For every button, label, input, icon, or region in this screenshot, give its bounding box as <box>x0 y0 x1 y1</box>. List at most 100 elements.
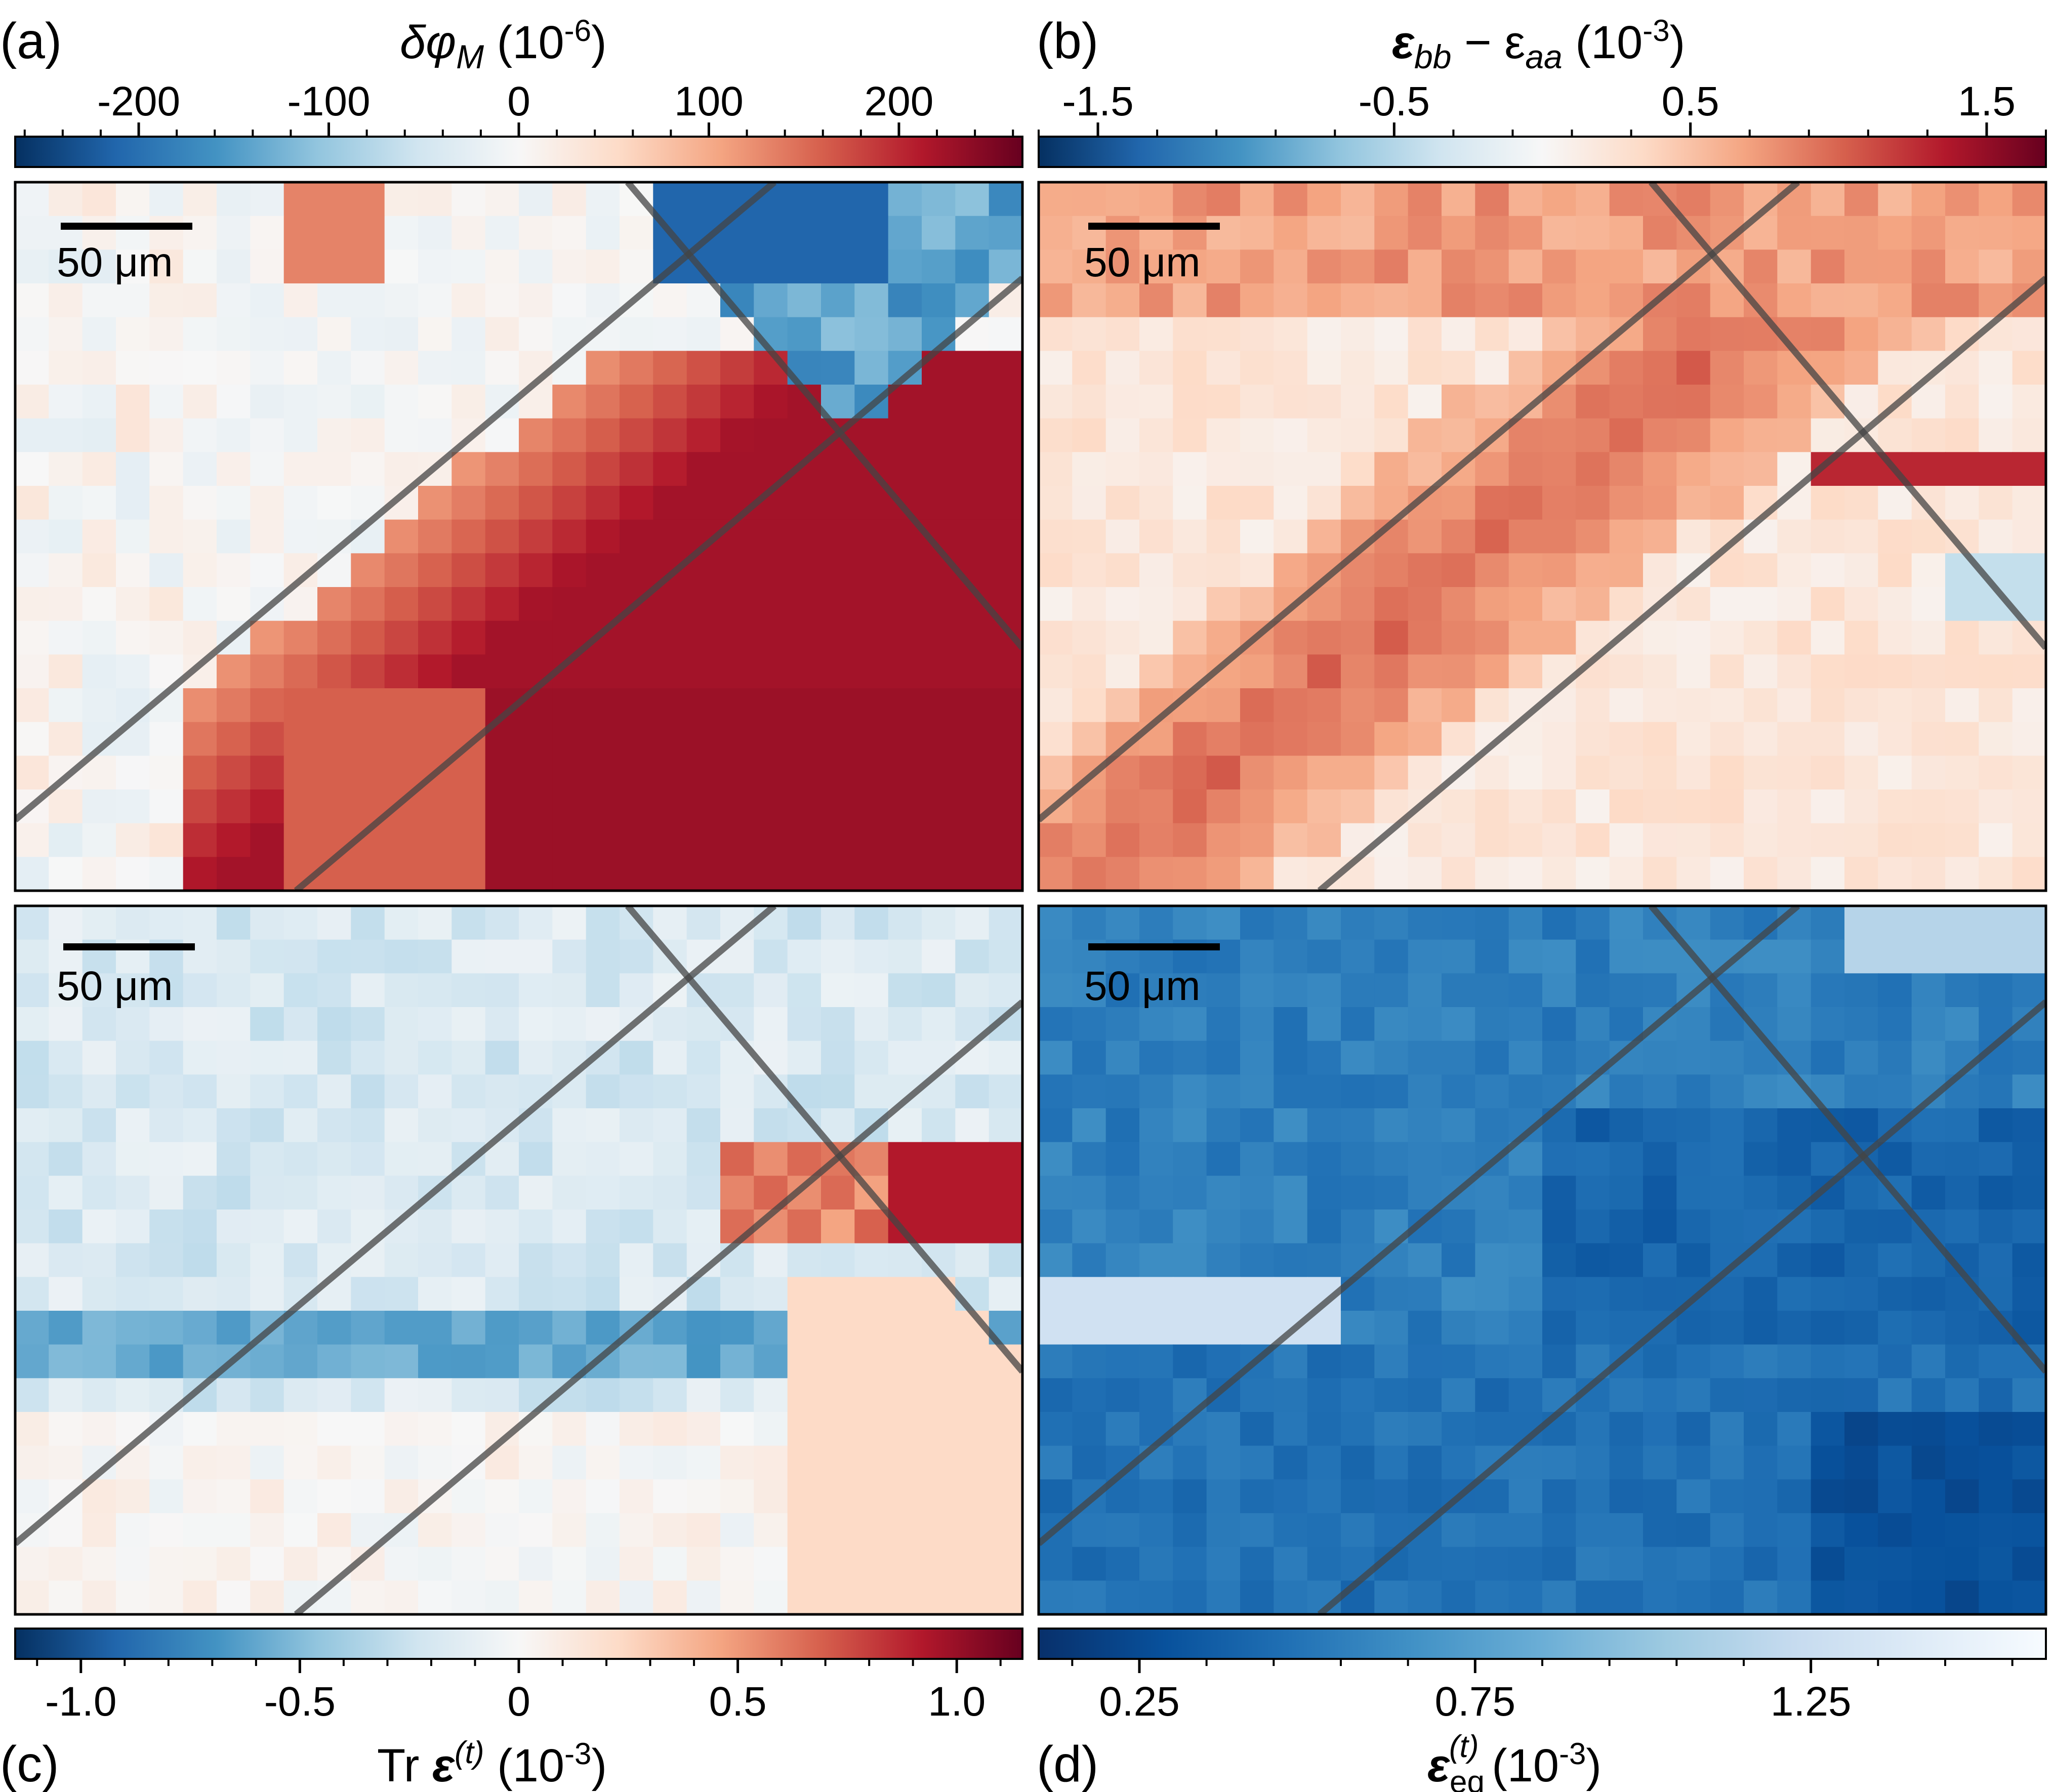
heatmap-cell <box>149 1007 184 1041</box>
heatmap-cell <box>418 688 453 723</box>
heatmap-cell <box>1676 182 1711 217</box>
heatmap-cell <box>888 906 922 940</box>
heatmap-cell <box>82 351 116 385</box>
heatmap-cell <box>1072 1445 1106 1480</box>
heatmap-cell <box>955 486 990 520</box>
heatmap-cell <box>183 620 217 655</box>
heatmap-cell <box>586 906 620 940</box>
heatmap-cell <box>2012 789 2046 824</box>
heatmap-cell <box>283 1142 318 1177</box>
heatmap-cell <box>1139 418 1174 453</box>
heatmap-cell <box>620 1445 654 1480</box>
heatmap-cell <box>854 654 889 689</box>
heatmap-cell <box>1105 1210 1140 1244</box>
heatmap-cell <box>922 1412 956 1446</box>
heatmap-cell <box>418 1108 453 1143</box>
heatmap-cell <box>183 452 217 486</box>
heatmap-cell <box>1911 182 1946 217</box>
heatmap-cell <box>15 1378 50 1412</box>
heatmap-cell <box>250 317 284 352</box>
heatmap-cell <box>1844 756 1879 790</box>
heatmap-cell <box>854 1445 889 1480</box>
heatmap-cell <box>1072 182 1106 217</box>
heatmap-cell <box>1374 1007 1409 1041</box>
heatmap-cell <box>82 486 116 520</box>
heatmap-cell <box>1609 216 1644 251</box>
heatmap-cell <box>1508 1277 1543 1311</box>
heatmap-cell <box>1844 452 1879 486</box>
heatmap-cell <box>451 756 486 790</box>
heatmap-cell <box>821 1344 855 1379</box>
heatmap-cell <box>1039 722 1073 757</box>
heatmap-cell <box>955 182 990 217</box>
heatmap-cell <box>519 519 553 554</box>
heatmap-cell <box>888 1176 922 1210</box>
heatmap-cell <box>754 283 788 318</box>
heatmap-cell <box>1341 1344 1375 1379</box>
heatmap-cell <box>1139 654 1174 689</box>
heatmap-cell <box>686 486 721 520</box>
heatmap-cell <box>754 973 788 1008</box>
heatmap-cell <box>1341 283 1375 318</box>
heatmap-cell <box>1811 1580 1845 1614</box>
heatmap-cell <box>1139 452 1174 486</box>
heatmap-cell <box>955 519 990 554</box>
heatmap-cell <box>1878 1277 1912 1311</box>
heatmap-cell <box>1676 283 1711 318</box>
heatmap-cell <box>586 1142 620 1177</box>
heatmap-cell <box>821 756 855 790</box>
heatmap-cell <box>1442 1210 1476 1244</box>
heatmap-cell <box>116 973 150 1008</box>
heatmap-cell <box>1475 857 1509 891</box>
heatmap-cell <box>854 553 889 588</box>
heatmap-cell <box>1442 620 1476 655</box>
heatmap-cell <box>754 1378 788 1412</box>
heatmap-cell <box>1105 216 1140 251</box>
heatmap-cell <box>1576 1580 1610 1614</box>
heatmap-cell <box>720 1311 755 1345</box>
heatmap-cell <box>1643 1580 1677 1614</box>
heatmap-cell <box>821 1243 855 1278</box>
colorbar-tick-label: 100 <box>674 78 744 124</box>
heatmap-cell <box>116 1108 150 1143</box>
heatmap-cell <box>485 1378 519 1412</box>
heatmap-cell <box>1173 789 1207 824</box>
heatmap-cell <box>989 317 1022 352</box>
heatmap-cell <box>183 553 217 588</box>
heatmap-cell <box>821 1445 855 1480</box>
heatmap-cell <box>2012 906 2046 940</box>
heatmap-cell <box>720 1074 755 1109</box>
heatmap-cell <box>1844 620 1879 655</box>
panel-a-title: δφM (10-6) <box>400 14 607 75</box>
heatmap-cell <box>1979 216 2013 251</box>
heatmap-cell <box>754 587 788 621</box>
heatmap-cell <box>1274 1040 1308 1075</box>
heatmap-cell <box>1173 1580 1207 1614</box>
heatmap-cell <box>1173 519 1207 554</box>
heatmap-cell <box>552 452 587 486</box>
heatmap-cell <box>1039 1007 1073 1041</box>
heatmap-cell <box>1274 1479 1308 1514</box>
heatmap-cell <box>1576 1142 1610 1177</box>
heatmap-cell <box>1173 1176 1207 1210</box>
heatmap-cell <box>1609 1277 1644 1311</box>
heatmap-cell <box>1744 1074 1778 1109</box>
heatmap-cell <box>1408 1479 1442 1514</box>
heatmap-cell <box>754 654 788 689</box>
heatmap-cell <box>250 1007 284 1041</box>
heatmap-cell <box>519 1210 553 1244</box>
heatmap-cell <box>1643 789 1677 824</box>
heatmap-cell <box>116 452 150 486</box>
heatmap-cell <box>1811 1445 1845 1480</box>
heatmap-cell <box>283 182 318 217</box>
heatmap-cell <box>922 1176 956 1210</box>
heatmap-cell <box>821 654 855 689</box>
heatmap-cell <box>1576 418 1610 453</box>
heatmap-cell <box>2012 1513 2046 1548</box>
heatmap-cell <box>787 620 822 655</box>
heatmap-cell <box>1173 182 1207 217</box>
heatmap-cell <box>821 1007 855 1041</box>
heatmap-cell <box>49 1412 83 1446</box>
heatmap-cell <box>552 756 587 790</box>
heatmap-cell <box>1408 1243 1442 1278</box>
